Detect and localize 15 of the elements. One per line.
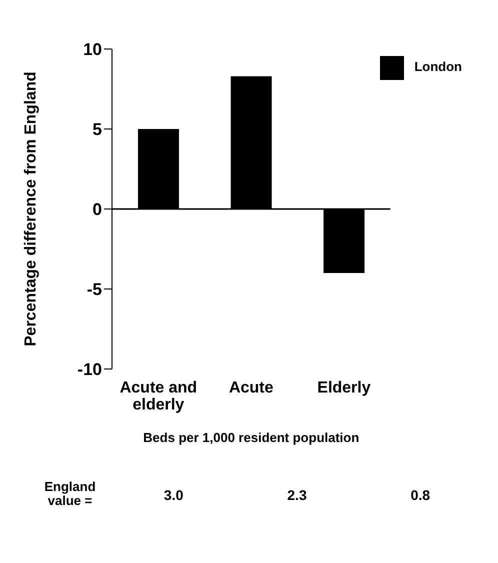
y-axis-title: Percentage difference from England <box>22 72 40 346</box>
x-tick-label: Acute and elderly <box>120 379 198 414</box>
text: England value = <box>43 479 97 508</box>
text: 2.3 <box>287 487 307 503</box>
text: 3.0 <box>164 487 184 503</box>
y-tick-label: 10 <box>83 40 102 60</box>
text: 0.8 <box>410 487 430 503</box>
x-tick-label: Acute <box>228 379 274 396</box>
x-tick-label: Elderly <box>317 379 371 396</box>
x-axis-title: Beds per 1,000 resident population <box>143 430 360 445</box>
y-tick-label: -10 <box>77 360 102 380</box>
y-tick-label: -5 <box>86 280 102 300</box>
y-tick-label: 0 <box>92 200 102 220</box>
y-tick-label: 5 <box>92 120 102 140</box>
legend-label: London <box>414 59 462 74</box>
